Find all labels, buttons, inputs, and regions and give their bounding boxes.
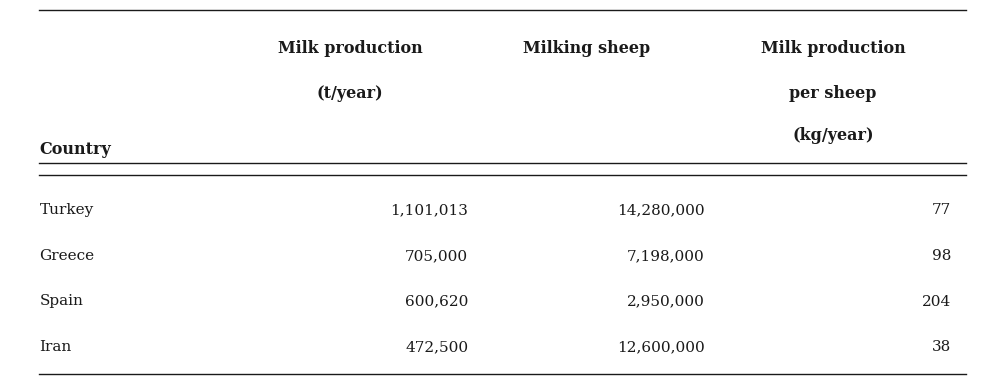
Text: 204: 204	[922, 294, 951, 309]
Text: 7,198,000: 7,198,000	[627, 249, 705, 263]
Text: (t/year): (t/year)	[317, 86, 384, 103]
Text: Greece: Greece	[39, 249, 95, 263]
Text: 77: 77	[932, 203, 951, 217]
Text: 472,500: 472,500	[405, 340, 468, 354]
Text: per sheep: per sheep	[790, 86, 877, 103]
Text: 1,101,013: 1,101,013	[390, 203, 468, 217]
Text: Milk production: Milk production	[278, 40, 422, 57]
Text: 98: 98	[932, 249, 951, 263]
Text: Country: Country	[39, 141, 111, 158]
Text: 38: 38	[932, 340, 951, 354]
Text: 14,280,000: 14,280,000	[617, 203, 705, 217]
Text: Iran: Iran	[39, 340, 72, 354]
Text: Milk production: Milk production	[761, 40, 905, 57]
Text: 705,000: 705,000	[405, 249, 468, 263]
Text: 12,600,000: 12,600,000	[617, 340, 705, 354]
Text: 600,620: 600,620	[405, 294, 468, 309]
Text: Milking sheep: Milking sheep	[524, 40, 650, 57]
Text: (kg/year): (kg/year)	[793, 127, 874, 144]
Text: Spain: Spain	[39, 294, 83, 309]
Text: Turkey: Turkey	[39, 203, 94, 217]
Text: 2,950,000: 2,950,000	[627, 294, 705, 309]
